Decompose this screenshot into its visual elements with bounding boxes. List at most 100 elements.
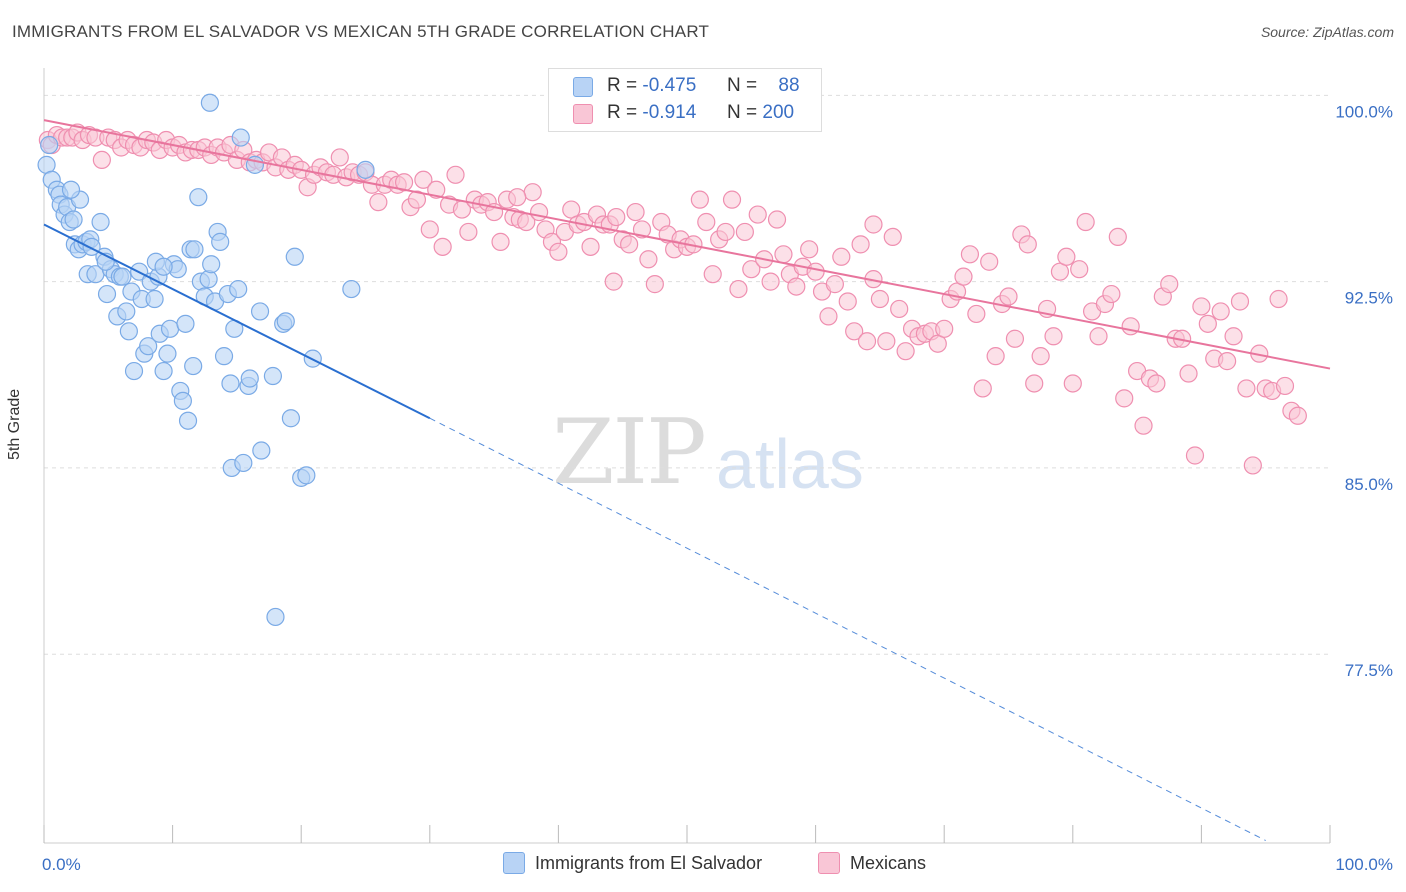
mexicans-point (883, 227, 902, 247)
mexicans-trendline (43, 119, 1331, 370)
el-salvador-trendline (43, 223, 431, 420)
mexicans-point (767, 210, 787, 229)
legend-n-label-2: N = (727, 102, 758, 123)
legend-r-label-1: R = (607, 75, 638, 96)
mexicans-point (722, 190, 742, 209)
y-tick-label: 77.5% (1345, 661, 1393, 680)
mexicans-point (523, 183, 542, 202)
chart-title: IMMIGRANTS FROM EL SALVADOR VS MEXICAN 5… (12, 22, 710, 41)
el-salvador-trendline-extension (429, 417, 1266, 841)
mexicans-point (742, 260, 761, 279)
series-swatch-blue (503, 852, 525, 874)
mexicans-point (1179, 364, 1198, 383)
mexicans-point (491, 232, 510, 251)
mexicans-point (851, 235, 870, 254)
el-salvador-point (173, 391, 192, 410)
mexicans-point (1211, 302, 1230, 321)
el-salvador-point (266, 607, 285, 627)
mexicans-point (1121, 317, 1140, 336)
mexicans-point (1288, 406, 1307, 425)
el-salvador-point (211, 232, 230, 251)
mexicans-point (890, 299, 909, 319)
el-salvador-point (356, 160, 375, 179)
el-salvador-point (91, 212, 110, 232)
mexicans-point (1185, 446, 1205, 465)
el-salvador-point (184, 356, 203, 376)
mexicans-point (1147, 374, 1166, 393)
mexicans-point (716, 222, 735, 242)
mexicans-point (967, 304, 986, 324)
mexicans-point (800, 240, 819, 259)
el-salvador-point (342, 279, 361, 299)
mexicans-point (1115, 389, 1134, 408)
el-salvador-point (176, 314, 195, 333)
mexicans-point (369, 193, 388, 212)
el-salvador-point (113, 267, 132, 286)
mexicans-point (748, 205, 767, 224)
el-salvador-point (160, 319, 180, 338)
mexicans-point (1218, 352, 1237, 371)
el-salvador-point (145, 289, 164, 309)
legend-r-value-2: -0.914 (642, 102, 697, 123)
el-salvador-point (139, 337, 158, 356)
series-legend-item-mexicans: Mexicans (818, 852, 926, 874)
el-salvador-point (154, 257, 173, 276)
mexicans-point (1192, 297, 1211, 316)
source-label: Source: ZipAtlas.com (1260, 24, 1394, 40)
el-salvador-point (240, 369, 259, 388)
mexicans-point (508, 188, 527, 207)
mexicans-point (632, 220, 652, 239)
el-salvador-point (154, 361, 173, 381)
el-salvador-point (281, 409, 301, 428)
el-salvador-point (199, 270, 218, 289)
el-salvador-point (185, 240, 204, 259)
watermark-zip: ZIP (552, 400, 707, 505)
mexicans-point (1269, 289, 1288, 309)
mexicans-point (420, 220, 439, 239)
mexicans-point (1005, 329, 1025, 348)
el-salvador-point (117, 302, 136, 321)
mexicans-point (1057, 247, 1076, 266)
legend-r-value-1: -0.475 (642, 75, 697, 96)
mexicans-point (1044, 327, 1063, 346)
legend-swatch-pink (573, 104, 593, 124)
mexicans-point (735, 222, 754, 242)
mexicans-point (1237, 379, 1256, 398)
series-swatch-pink (818, 852, 840, 874)
mexicans-point (870, 289, 890, 309)
y-tick-label: 100.0% (1335, 102, 1393, 121)
mexicans-point (1275, 376, 1295, 396)
mexicans-point (530, 202, 549, 222)
el-salvador-point (263, 366, 283, 386)
mexicans-point (427, 180, 446, 199)
mexicans-point (819, 307, 838, 326)
mexicans-point (1230, 292, 1250, 311)
series-legend-label-1: Immigrants from El Salvador (535, 852, 763, 873)
mexicans-point (832, 247, 851, 266)
el-salvador-point (231, 128, 250, 147)
mexicans-point (999, 287, 1018, 306)
el-salvador-point (297, 466, 316, 485)
mexicans-point (1108, 227, 1127, 247)
mexicans-point (645, 275, 664, 294)
mexicans-point (954, 267, 973, 286)
mexicans-point (92, 150, 111, 170)
mexicans-point (774, 245, 793, 264)
mexicans-point (433, 237, 452, 256)
mexicans-point (1102, 284, 1121, 304)
mexicans-point (394, 173, 414, 192)
mexicans-point (806, 262, 825, 281)
el-salvador-point (40, 135, 59, 155)
y-tick-label: 85.0% (1345, 475, 1393, 494)
x-tick-label: 0.0% (42, 855, 81, 874)
mexicans-point (1243, 456, 1262, 475)
mexicans-point (1031, 347, 1050, 366)
el-salvador-point (200, 93, 219, 112)
mexicans-point (581, 237, 600, 256)
el-salvador-point (214, 347, 234, 366)
mexicans-point (703, 265, 722, 284)
el-salvador-point (61, 180, 81, 199)
mexicans-point (838, 292, 857, 311)
mexicans-point (639, 250, 658, 269)
el-salvador-point (178, 411, 198, 430)
